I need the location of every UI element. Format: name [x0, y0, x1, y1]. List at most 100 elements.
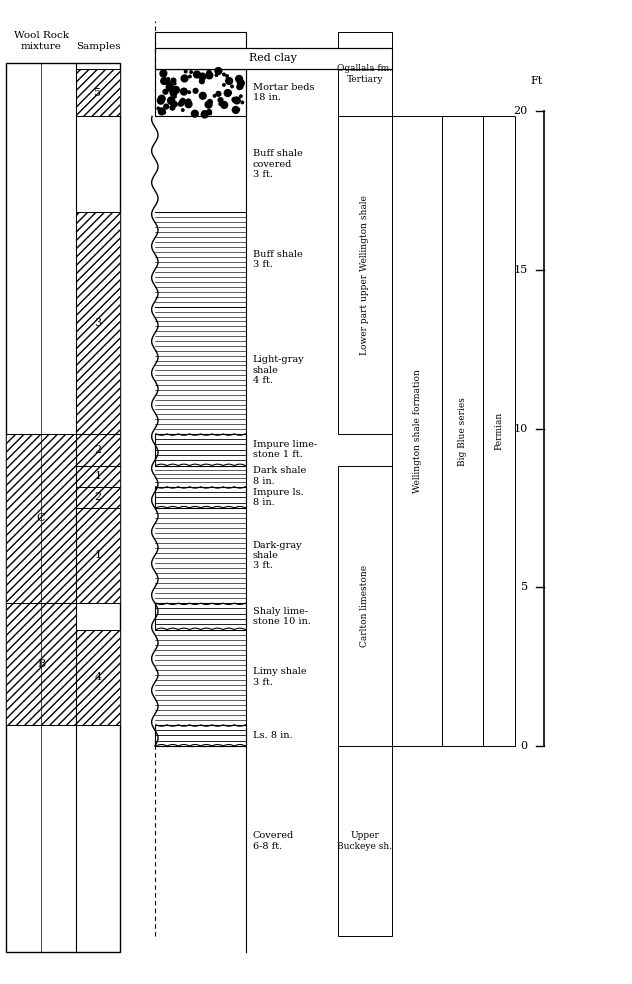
- Point: [165, 79, 175, 94]
- Point: [222, 68, 232, 84]
- Text: B: B: [37, 659, 45, 669]
- Point: [190, 83, 200, 98]
- Point: [175, 96, 185, 112]
- Point: [185, 69, 195, 85]
- Bar: [76, 69, 120, 116]
- Point: [231, 102, 241, 118]
- Bar: [155, 487, 246, 508]
- Bar: [6, 434, 76, 603]
- Text: 20: 20: [513, 106, 528, 116]
- Text: Dark shale
8 in.: Dark shale 8 in.: [253, 466, 306, 486]
- Point: [224, 85, 234, 100]
- Point: [224, 73, 234, 89]
- Point: [234, 71, 244, 87]
- Text: 5: 5: [94, 88, 102, 97]
- Point: [162, 75, 173, 91]
- Point: [233, 101, 243, 117]
- Point: [219, 67, 229, 83]
- Text: Upper
Buckeye sh.: Upper Buckeye sh.: [337, 831, 392, 851]
- Point: [211, 67, 221, 83]
- Point: [157, 103, 167, 119]
- Point: [216, 92, 226, 108]
- Point: [190, 106, 200, 122]
- Point: [200, 106, 210, 122]
- Bar: [155, 212, 246, 307]
- Text: 1: 1: [94, 471, 102, 481]
- Bar: [76, 487, 120, 508]
- Point: [168, 73, 178, 89]
- Text: 2: 2: [94, 492, 102, 502]
- Point: [170, 89, 180, 104]
- Point: [236, 89, 246, 104]
- Point: [192, 67, 202, 83]
- Bar: [155, 603, 246, 630]
- Point: [214, 63, 224, 79]
- Bar: [76, 465, 120, 487]
- Bar: [155, 725, 246, 746]
- Text: Samples: Samples: [76, 41, 120, 51]
- Bar: [155, 31, 246, 69]
- Bar: [338, 746, 392, 937]
- Text: Covered
6-8 ft.: Covered 6-8 ft.: [253, 831, 294, 851]
- Point: [236, 75, 246, 91]
- Text: 0: 0: [521, 741, 528, 751]
- Bar: [483, 116, 515, 746]
- Point: [219, 77, 229, 92]
- Bar: [392, 116, 442, 746]
- Text: Carlton limestone: Carlton limestone: [360, 565, 370, 646]
- Bar: [155, 465, 246, 487]
- Point: [163, 71, 173, 87]
- Point: [186, 64, 196, 80]
- Bar: [338, 465, 392, 746]
- Point: [205, 94, 215, 110]
- Point: [199, 105, 209, 121]
- Text: Limy shale
3 ft.: Limy shale 3 ft.: [253, 667, 307, 687]
- Text: Ogallala fm.
Tertiary: Ogallala fm. Tertiary: [337, 64, 392, 84]
- Text: Red clay: Red clay: [250, 53, 297, 63]
- Text: Mortar beds
18 in.: Mortar beds 18 in.: [253, 83, 314, 102]
- Point: [214, 86, 224, 101]
- Bar: [155, 47, 392, 69]
- Bar: [155, 508, 246, 603]
- Point: [166, 93, 176, 109]
- Point: [229, 92, 240, 107]
- Bar: [76, 508, 120, 603]
- Bar: [6, 603, 76, 725]
- Text: Wool Rock
mixture: Wool Rock mixture: [13, 31, 69, 51]
- Text: Big Blue series: Big Blue series: [458, 397, 468, 465]
- Point: [159, 73, 169, 89]
- Bar: [76, 630, 120, 725]
- Point: [195, 67, 205, 83]
- Point: [179, 71, 190, 87]
- Point: [204, 104, 214, 120]
- Point: [153, 100, 163, 116]
- Text: 15: 15: [513, 265, 528, 275]
- Text: C: C: [37, 514, 46, 523]
- Bar: [155, 630, 246, 725]
- Bar: [76, 434, 120, 465]
- Point: [183, 93, 193, 109]
- Point: [178, 92, 188, 108]
- Text: Dark-gray
shale
3 ft.: Dark-gray shale 3 ft.: [253, 540, 303, 571]
- Point: [155, 92, 166, 108]
- Point: [171, 82, 181, 97]
- Point: [167, 99, 178, 115]
- Point: [181, 64, 191, 80]
- Bar: [155, 307, 246, 434]
- Point: [159, 66, 169, 82]
- Text: 4: 4: [94, 672, 102, 682]
- Point: [204, 68, 214, 84]
- Point: [232, 92, 242, 108]
- Point: [178, 102, 188, 118]
- Bar: [442, 116, 483, 746]
- Point: [165, 80, 175, 95]
- Text: 10: 10: [513, 423, 528, 434]
- Bar: [6, 64, 120, 953]
- Text: Ls. 8 in.: Ls. 8 in.: [253, 731, 293, 740]
- Bar: [155, 69, 246, 116]
- Text: 3: 3: [94, 318, 102, 328]
- Point: [169, 85, 179, 100]
- Point: [237, 94, 247, 110]
- Point: [170, 96, 180, 112]
- Bar: [155, 746, 246, 937]
